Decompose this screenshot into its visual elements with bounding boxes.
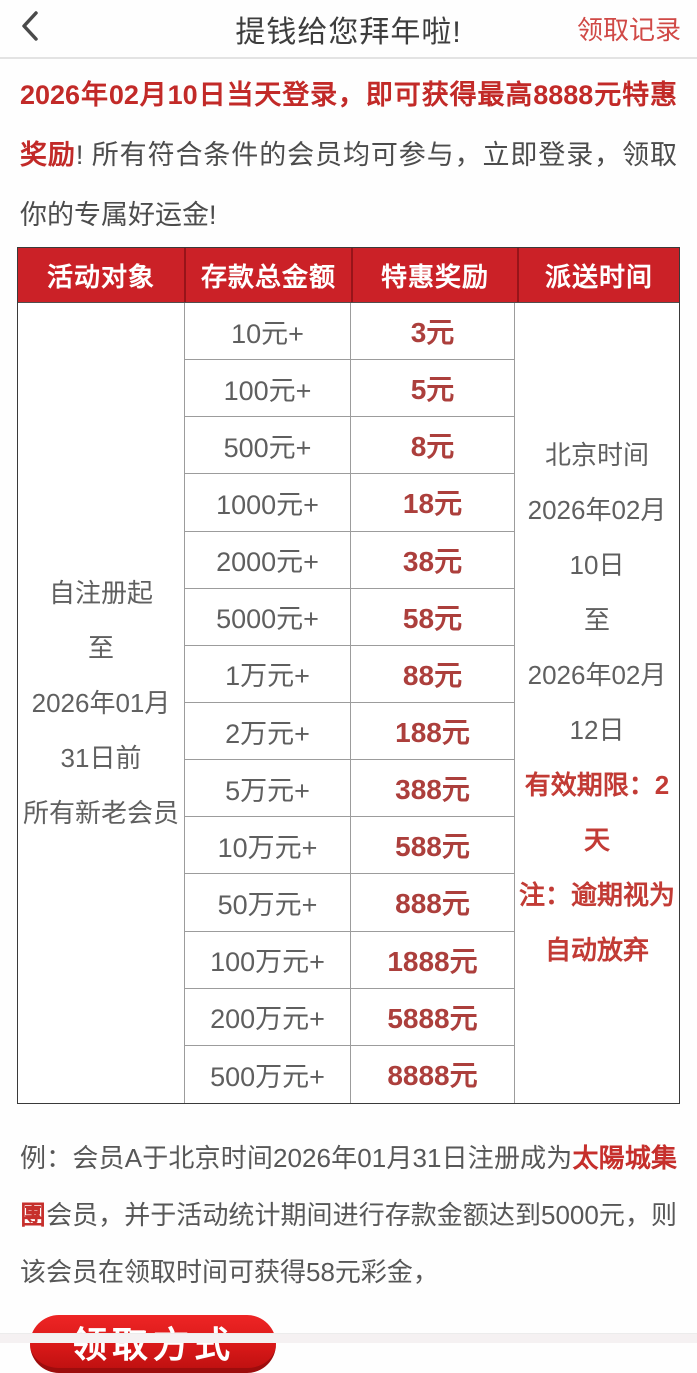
- intro-rest: ! 所有符合条件的会员均可参与，立即登录，领取你的专属好运金!: [20, 140, 677, 230]
- table-row: 2000元+ 38元: [185, 531, 515, 589]
- reward-amount-cell: 3元: [351, 303, 515, 361]
- delivery-time-cell: 北京时间 2026年02月 10日至 2026年02月 12日 有效期限：2 天注：逾期视…: [518, 440, 675, 965]
- deposit-amount-cell: 2万元+: [185, 702, 351, 761]
- header-delivery-time: 派送时间: [517, 248, 679, 302]
- deposit-amount-cell: 1万元+: [185, 645, 351, 703]
- deposit-amount-cell: 5万元+: [185, 760, 351, 818]
- deposit-amount-cell: 2000元+: [185, 531, 351, 589]
- reward-amount-cell: 8888元: [351, 1045, 515, 1103]
- reward-amount-cell: 188元: [351, 702, 515, 761]
- table-body: 自注册起至 2026年01月 31日前 所有新老会员 10元+ 3元 100元+ 5元…: [18, 303, 679, 1103]
- table-row: 50万元+ 888元: [185, 874, 515, 932]
- header-deposit-total: 存款总金额: [184, 248, 351, 302]
- table-row: 500万元+ 8888元: [185, 1045, 515, 1103]
- activity-target-cell: 自注册起至 2026年01月 31日前 所有新老会员: [18, 303, 185, 1103]
- table-row: 2万元+ 188元: [185, 702, 515, 761]
- reward-amount-cell: 5元: [351, 360, 515, 418]
- deposit-amount-cell: 10元+: [185, 303, 351, 361]
- intro-highlight: 2026年02月10日当天登录，即可获得最高8888元特惠奖励: [20, 80, 677, 170]
- table-row: 1000元+ 18元: [185, 474, 515, 532]
- header-special-reward: 特惠奖励: [351, 248, 517, 302]
- deposit-amount-cell: 1000元+: [185, 474, 351, 532]
- reward-amount-cell: 5888元: [351, 988, 515, 1046]
- reward-amount-cell: 38元: [351, 531, 515, 589]
- reward-amount-cell: 588元: [351, 817, 515, 875]
- deposit-amount-cell: 500万元+: [185, 1045, 351, 1103]
- promo-intro: 2026年02月10日当天登录，即可获得最高8888元特惠奖励! 所有符合条件的…: [20, 65, 677, 245]
- table-row: 100元+ 5元: [185, 360, 515, 418]
- deposit-amount-cell: 50万元+: [185, 874, 351, 932]
- table-row: 5万元+ 388元: [185, 760, 515, 818]
- nav-bar: 提钱给您拜年啦! 领取记录: [0, 0, 697, 59]
- table-row: 10万元+ 588元: [185, 817, 515, 875]
- reward-amount-cell: 1888元: [351, 931, 515, 989]
- reward-amount-cell: 888元: [351, 874, 515, 932]
- chevron-left-icon: [19, 9, 41, 48]
- reward-amount-cell: 8元: [351, 417, 515, 475]
- table-header-row: 活动对象 存款总金额 特惠奖励 派送时间: [18, 248, 679, 303]
- example-paragraph: 例：会员A于北京时间2026年01月31日注册成为太陽城集團会员，并于活动统计期…: [20, 1130, 677, 1301]
- header-activity-target: 活动对象: [46, 261, 155, 292]
- table-row: 500元+ 8元: [185, 417, 515, 475]
- reward-amount-cell: 58元: [351, 588, 515, 646]
- table-row: 200万元+ 5888元: [185, 988, 515, 1046]
- deposit-amount-cell: 10万元+: [185, 817, 351, 875]
- claim-record-link[interactable]: 领取记录: [576, 15, 681, 45]
- reward-amount-cell: 88元: [351, 645, 515, 703]
- deposit-amount-cell: 5000元+: [185, 588, 351, 646]
- footer-strip: [0, 1333, 697, 1343]
- deposit-amount-cell: 200万元+: [185, 988, 351, 1046]
- deposit-reward-rows: 10元+ 3元 100元+ 5元 500元+ 8元 1000元+ 18元 200…: [185, 303, 515, 1103]
- claim-method-button[interactable]: 领取方式: [30, 1315, 276, 1373]
- example-pre: 例：会员A于北京时间2026年01月31日注册成为: [20, 1143, 573, 1173]
- table-row: 10元+ 3元: [185, 303, 515, 361]
- table-row: 100万元+ 1888元: [185, 931, 515, 989]
- deposit-amount-cell: 500元+: [185, 417, 351, 475]
- back-button[interactable]: [0, 0, 60, 57]
- reward-amount-cell: 18元: [351, 474, 515, 532]
- reward-amount-cell: 388元: [351, 760, 515, 818]
- example-post: 会员，并于活动统计期间进行存款金额达到5000元，则该会员在领取时间可获得58元…: [20, 1200, 677, 1287]
- table-row: 1万元+ 88元: [185, 645, 515, 703]
- promo-table: 活动对象 存款总金额 特惠奖励 派送时间 自注册起至 2026年01月 31日前 所有…: [17, 247, 680, 1104]
- deposit-amount-cell: 100万元+: [185, 931, 351, 989]
- brand-name: 太陽城集團: [20, 1143, 677, 1230]
- deposit-amount-cell: 100元+: [185, 360, 351, 418]
- table-row: 5000元+ 58元: [185, 588, 515, 646]
